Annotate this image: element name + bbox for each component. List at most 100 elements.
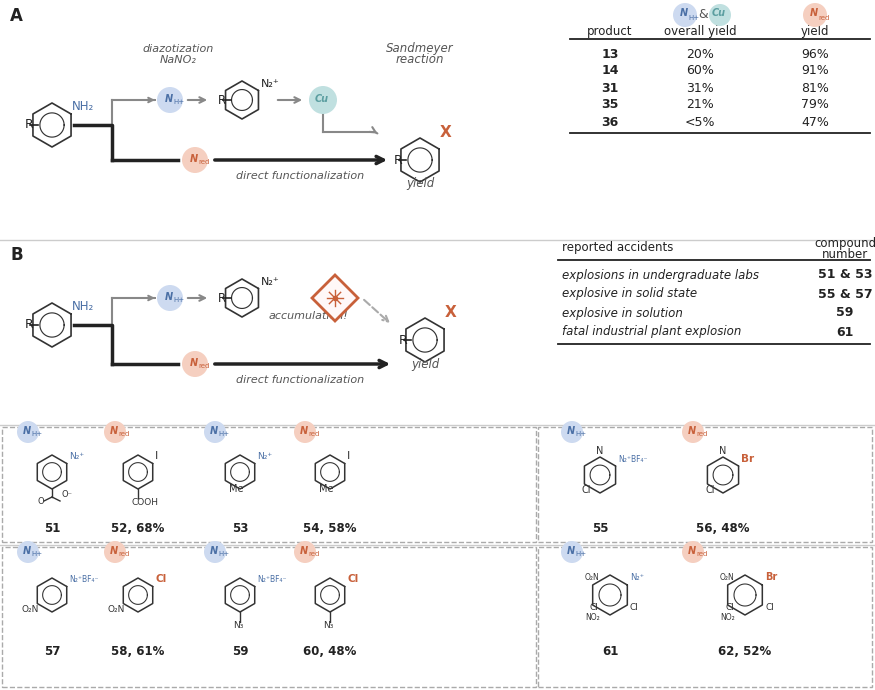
Circle shape bbox=[17, 541, 39, 563]
Text: product: product bbox=[587, 25, 633, 37]
Text: Sandmeyer: Sandmeyer bbox=[386, 42, 454, 55]
Text: red: red bbox=[309, 431, 320, 437]
Text: N: N bbox=[719, 446, 726, 456]
Text: N: N bbox=[164, 291, 173, 302]
Text: O⁻: O⁻ bbox=[61, 490, 72, 499]
Circle shape bbox=[682, 421, 704, 443]
Text: N: N bbox=[597, 446, 604, 456]
Text: N₃: N₃ bbox=[233, 621, 243, 630]
Text: N₂⁺: N₂⁺ bbox=[261, 79, 280, 89]
Text: I: I bbox=[155, 451, 158, 461]
Text: N: N bbox=[23, 546, 32, 555]
Text: H+: H+ bbox=[576, 431, 586, 437]
FancyBboxPatch shape bbox=[538, 547, 872, 687]
Text: X: X bbox=[445, 305, 457, 320]
Text: Br: Br bbox=[741, 454, 754, 464]
Text: N: N bbox=[567, 426, 575, 435]
Text: R: R bbox=[218, 291, 226, 304]
Text: I: I bbox=[347, 451, 350, 461]
Text: accumulation!: accumulation! bbox=[268, 311, 348, 321]
Text: N: N bbox=[190, 357, 198, 368]
Polygon shape bbox=[312, 275, 358, 321]
Circle shape bbox=[561, 541, 583, 563]
Text: N: N bbox=[190, 153, 198, 164]
Text: number: number bbox=[822, 248, 868, 261]
Text: 35: 35 bbox=[601, 99, 619, 112]
Circle shape bbox=[17, 421, 39, 443]
Text: R: R bbox=[394, 153, 402, 166]
Text: yield: yield bbox=[411, 358, 439, 371]
Text: O₂N: O₂N bbox=[585, 573, 599, 582]
Text: H+: H+ bbox=[219, 431, 229, 437]
Text: N: N bbox=[210, 546, 218, 555]
Text: Cl: Cl bbox=[590, 603, 598, 612]
Text: Me: Me bbox=[228, 484, 243, 494]
Text: A: A bbox=[10, 7, 23, 25]
Circle shape bbox=[561, 421, 583, 443]
Text: 58, 61%: 58, 61% bbox=[111, 645, 164, 658]
Text: Me: Me bbox=[318, 484, 333, 494]
Text: &: & bbox=[698, 8, 708, 21]
Text: red: red bbox=[696, 431, 708, 437]
Text: N: N bbox=[688, 546, 696, 555]
Text: 47%: 47% bbox=[802, 115, 829, 128]
Text: explosive in solid state: explosive in solid state bbox=[562, 288, 697, 301]
Text: O₂N: O₂N bbox=[720, 573, 735, 582]
Text: fatal industrial plant explosion: fatal industrial plant explosion bbox=[562, 326, 741, 339]
Text: N: N bbox=[23, 426, 32, 435]
Text: N₂⁺BF₄⁻: N₂⁺BF₄⁻ bbox=[69, 575, 99, 584]
Text: H+: H+ bbox=[219, 551, 229, 558]
Text: N₂⁺: N₂⁺ bbox=[630, 573, 644, 582]
Text: N: N bbox=[680, 8, 688, 19]
Text: reaction: reaction bbox=[396, 53, 444, 66]
FancyBboxPatch shape bbox=[2, 547, 536, 687]
Text: N: N bbox=[110, 426, 118, 435]
Text: 51: 51 bbox=[44, 522, 60, 535]
Text: H+: H+ bbox=[173, 297, 185, 304]
Text: N₂⁺BF₄⁻: N₂⁺BF₄⁻ bbox=[618, 455, 648, 464]
Text: Cl: Cl bbox=[630, 603, 639, 612]
Circle shape bbox=[294, 541, 316, 563]
Text: NH₂: NH₂ bbox=[72, 101, 94, 113]
Text: N: N bbox=[567, 546, 575, 555]
Circle shape bbox=[104, 421, 126, 443]
Text: H+: H+ bbox=[576, 551, 586, 558]
Text: red: red bbox=[118, 551, 130, 558]
Text: diazotization: diazotization bbox=[143, 44, 214, 54]
Text: 59: 59 bbox=[232, 645, 248, 658]
Text: B: B bbox=[10, 246, 23, 264]
Circle shape bbox=[104, 541, 126, 563]
Text: H+: H+ bbox=[31, 431, 43, 437]
Text: 59: 59 bbox=[836, 306, 854, 319]
Circle shape bbox=[294, 421, 316, 443]
Circle shape bbox=[182, 351, 208, 377]
Circle shape bbox=[204, 421, 226, 443]
Text: Cu: Cu bbox=[315, 94, 329, 104]
Text: 31: 31 bbox=[601, 81, 619, 95]
Text: N: N bbox=[810, 8, 818, 19]
Text: explosions in undergraduate labs: explosions in undergraduate labs bbox=[562, 268, 759, 282]
Circle shape bbox=[204, 541, 226, 563]
Text: 14: 14 bbox=[601, 64, 619, 77]
Text: Cu: Cu bbox=[712, 8, 726, 19]
FancyBboxPatch shape bbox=[2, 427, 536, 542]
Text: yield: yield bbox=[406, 177, 434, 190]
Circle shape bbox=[157, 285, 183, 311]
Text: N₃: N₃ bbox=[323, 621, 333, 630]
Text: explosive in solution: explosive in solution bbox=[562, 306, 682, 319]
Text: X: X bbox=[440, 125, 452, 140]
Text: 57: 57 bbox=[44, 645, 60, 658]
Text: 13: 13 bbox=[601, 48, 619, 61]
Circle shape bbox=[182, 147, 208, 173]
Text: yield: yield bbox=[801, 25, 829, 37]
Text: Cl: Cl bbox=[725, 603, 734, 612]
Text: 20%: 20% bbox=[686, 48, 714, 61]
Text: 54, 58%: 54, 58% bbox=[304, 522, 357, 535]
Text: Cl: Cl bbox=[765, 603, 774, 612]
Text: 91%: 91% bbox=[802, 64, 829, 77]
Text: red: red bbox=[118, 431, 130, 437]
Text: 96%: 96% bbox=[802, 48, 829, 61]
FancyBboxPatch shape bbox=[538, 427, 872, 542]
Text: N₂⁺: N₂⁺ bbox=[261, 277, 280, 287]
Text: Br: Br bbox=[765, 572, 777, 582]
